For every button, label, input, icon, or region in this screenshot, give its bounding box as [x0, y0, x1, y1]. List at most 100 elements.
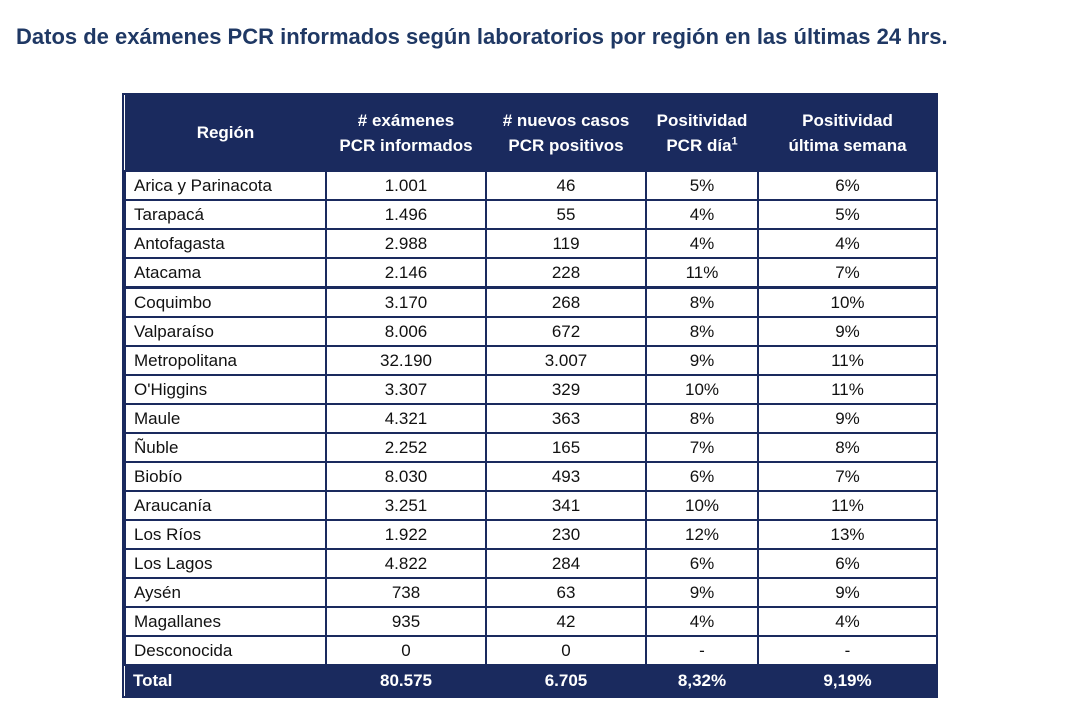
table-row: Tarapacá 1.496 55 4% 5%: [124, 199, 938, 230]
cell-positivity-week: -: [757, 635, 938, 666]
cell-cases: 119: [485, 228, 647, 259]
cell-exams: 2.146: [325, 257, 487, 289]
footnote-marker: 1: [731, 134, 738, 147]
cell-exams: 32.190: [325, 345, 487, 376]
cell-region: Antofagasta: [124, 228, 327, 259]
cell-region: Atacama: [124, 257, 327, 289]
table-row: Arica y Parinacota 1.001 46 5% 6%: [124, 170, 938, 201]
cell-exams: 2.988: [325, 228, 487, 259]
cell-positivity-week: 6%: [757, 548, 938, 579]
cell-region: Aysén: [124, 577, 327, 608]
table-header: Región # exámenes PCR informados # nuevos…: [125, 95, 937, 171]
cell-region: Desconocida: [124, 635, 327, 666]
cell-positivity-week: 10%: [757, 286, 938, 318]
total-cases: 6.705: [486, 665, 646, 696]
cell-cases: 493: [485, 461, 647, 492]
cell-positivity-week: 4%: [757, 606, 938, 637]
total-row: Total 80.575 6.705 8,32% 9,19%: [125, 665, 937, 696]
page-title: Datos de exámenes PCR informados según l…: [16, 24, 948, 49]
cell-positivity-day: 8%: [645, 286, 759, 318]
cell-positivity-day: 12%: [645, 519, 759, 550]
cell-positivity-week: 13%: [757, 519, 938, 550]
table-row: Metropolitana 32.190 3.007 9% 11%: [124, 345, 938, 376]
cell-positivity-week: 6%: [757, 170, 938, 201]
table-row: Atacama 2.146 228 11% 7%: [124, 257, 938, 289]
table-row: Aysén 738 63 9% 9%: [124, 577, 938, 608]
cell-exams: 8.030: [325, 461, 487, 492]
cell-cases: 3.007: [485, 345, 647, 376]
cell-positivity-week: 11%: [757, 490, 938, 521]
cell-cases: 42: [485, 606, 647, 637]
cell-exams: 1.496: [325, 199, 487, 230]
header-positivity-day: Positividad PCR día1: [646, 95, 758, 171]
cell-exams: 8.006: [325, 316, 487, 347]
cell-exams: 738: [325, 577, 487, 608]
cell-region: Magallanes: [124, 606, 327, 637]
cell-region: Coquimbo: [124, 286, 327, 318]
cell-exams: 1.001: [325, 170, 487, 201]
cell-cases: 63: [485, 577, 647, 608]
cell-cases: 284: [485, 548, 647, 579]
table-row: Los Lagos 4.822 284 6% 6%: [124, 548, 938, 579]
table-row: Magallanes 935 42 4% 4%: [124, 606, 938, 637]
cell-exams: 935: [325, 606, 487, 637]
table-row: Ñuble 2.252 165 7% 8%: [124, 432, 938, 463]
cell-region: Valparaíso: [124, 316, 327, 347]
cell-region: Los Ríos: [124, 519, 327, 550]
cell-positivity-day: 8%: [645, 403, 759, 434]
cell-region: O'Higgins: [124, 374, 327, 405]
cell-positivity-day: 8%: [645, 316, 759, 347]
cell-exams: 3.307: [325, 374, 487, 405]
table-footer: Total 80.575 6.705 8,32% 9,19%: [125, 665, 937, 696]
table-row: O'Higgins 3.307 329 10% 11%: [124, 374, 938, 405]
cell-cases: 230: [485, 519, 647, 550]
header-cases: # nuevos casos PCR positivos: [486, 95, 646, 171]
cell-region: Maule: [124, 403, 327, 434]
cell-positivity-day: 9%: [645, 577, 759, 608]
cell-positivity-day: 5%: [645, 170, 759, 201]
table-row: Desconocida 0 0- -: [124, 635, 938, 666]
cell-positivity-week: 7%: [757, 461, 938, 492]
cell-positivity-day: -: [645, 635, 759, 666]
header-region: Región: [125, 95, 326, 171]
total-positivity-day: 8,32%: [646, 665, 758, 696]
cell-cases: 55: [485, 199, 647, 230]
cell-positivity-day: 6%: [645, 548, 759, 579]
table-row: Araucanía 3.251 341 10% 11%: [124, 490, 938, 521]
cell-region: Metropolitana: [124, 345, 327, 376]
table-body: Arica y Parinacota 1.001 46 5% 6% Tarapacá 1.4…: [124, 170, 938, 666]
cell-positivity-day: 11%: [645, 257, 759, 289]
cell-cases: 329: [485, 374, 647, 405]
cell-region: Tarapacá: [124, 199, 327, 230]
cell-cases: 46: [485, 170, 647, 201]
total-label: Total: [125, 665, 326, 696]
cell-cases: 363: [485, 403, 647, 434]
cell-positivity-week: 7%: [757, 257, 938, 289]
cell-positivity-day: 4%: [645, 228, 759, 259]
cell-positivity-week: 5%: [757, 199, 938, 230]
cell-exams: 3.251: [325, 490, 487, 521]
cell-cases: 228: [485, 257, 647, 289]
table-row: Coquimbo 3.170 268 8% 10%: [124, 286, 938, 318]
cell-cases: 165: [485, 432, 647, 463]
cell-positivity-day: 6%: [645, 461, 759, 492]
cell-positivity-day: 7%: [645, 432, 759, 463]
cell-positivity-week: 8%: [757, 432, 938, 463]
cell-positivity-week: 11%: [757, 374, 938, 405]
cell-positivity-week: 9%: [757, 577, 938, 608]
cell-exams: 4.822: [325, 548, 487, 579]
cell-positivity-week: 9%: [757, 316, 938, 347]
cell-cases: 341: [485, 490, 647, 521]
cell-positivity-day: 10%: [645, 374, 759, 405]
table-row: Valparaíso 8.006 672 8% 9%: [124, 316, 938, 347]
cell-positivity-day: 10%: [645, 490, 759, 521]
table-row: Biobío 8.030 493 6% 7%: [124, 461, 938, 492]
cell-exams: 2.252: [325, 432, 487, 463]
cell-cases: 0: [485, 635, 647, 666]
header-exams: # exámenes PCR informados: [326, 95, 486, 171]
cell-region: Araucanía: [124, 490, 327, 521]
table-row: Antofagasta 2.988 119 4% 4%: [124, 228, 938, 259]
cell-exams: 0: [325, 635, 487, 666]
cell-positivity-week: 9%: [757, 403, 938, 434]
cell-region: Los Lagos: [124, 548, 327, 579]
